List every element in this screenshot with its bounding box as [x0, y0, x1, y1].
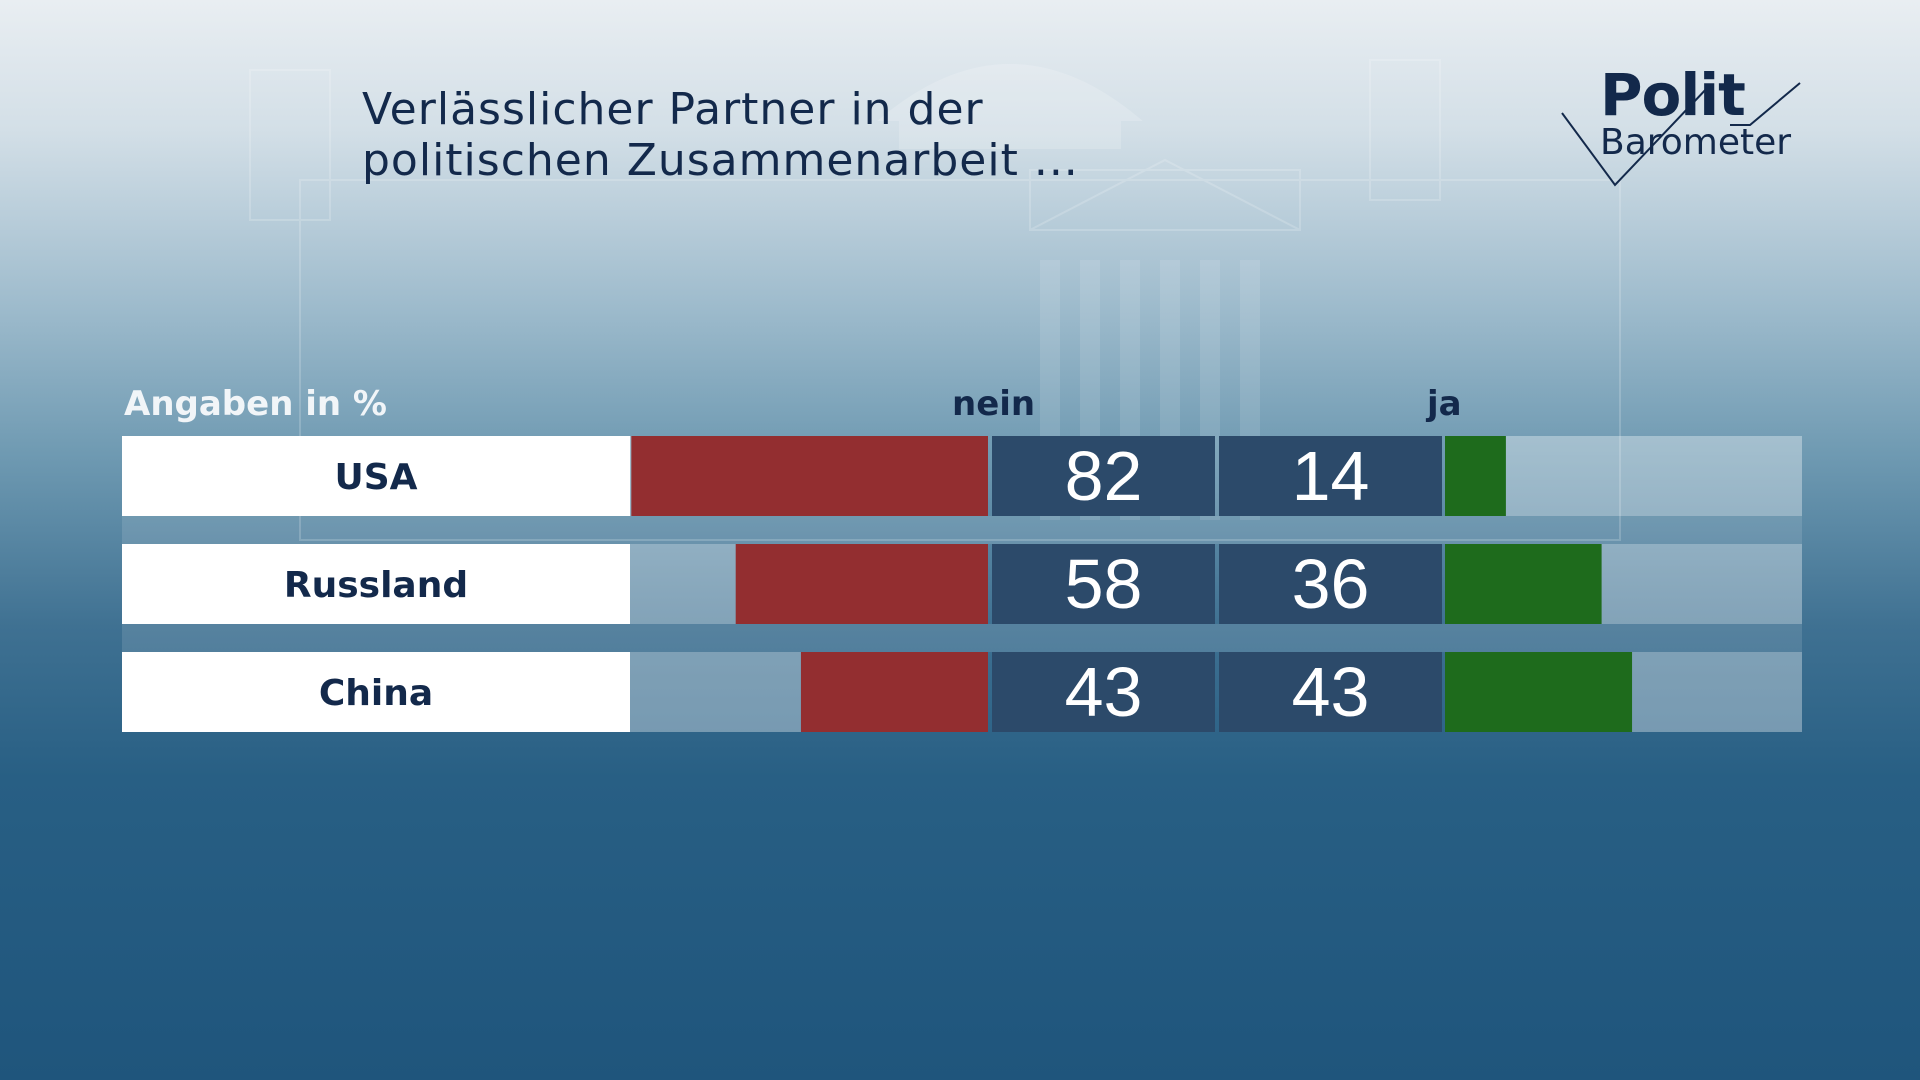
- value-box-ja: [1219, 652, 1442, 732]
- bar-ja: [1445, 436, 1506, 516]
- category-label: Russland: [284, 565, 468, 606]
- data-label-ja: 14: [1292, 437, 1370, 515]
- data-label-ja: 36: [1292, 545, 1370, 623]
- category-label-box: [122, 436, 630, 516]
- title-line-1: Verlässlicher Partner in der: [362, 84, 984, 135]
- category-label: China: [319, 673, 433, 714]
- bar-ja: [1445, 544, 1602, 624]
- category-label: USA: [334, 457, 417, 498]
- value-box-nein: [992, 436, 1215, 516]
- category-label-box: [122, 652, 630, 732]
- checkmark-icon: [1561, 82, 1801, 187]
- politbarometer-logo: Polit Barometer: [1560, 65, 1810, 190]
- bar-nein: [631, 436, 988, 516]
- chart-title: Verlässlicher Partner in der politischen…: [362, 84, 1079, 186]
- logo-word-barometer: Barometer: [1600, 122, 1792, 163]
- data-label-nein: 82: [1065, 437, 1143, 515]
- value-box-nein: [992, 652, 1215, 732]
- unit-label: Angaben in %: [124, 384, 388, 424]
- value-box-nein: [992, 544, 1215, 624]
- category-label-box: [122, 544, 630, 624]
- value-box-ja: [1219, 544, 1442, 624]
- legend-ja: ja: [1427, 384, 1462, 424]
- logo-word-polit: Polit: [1600, 61, 1746, 129]
- title-line-2: politischen Zusammenarbeit ...: [362, 135, 1079, 186]
- row-separator: [122, 516, 1802, 544]
- bar-nein: [735, 544, 988, 624]
- legend-nein: nein: [952, 384, 1036, 424]
- bar-nein: [800, 652, 988, 732]
- bar-ja: [1445, 652, 1633, 732]
- row-separator: [122, 624, 1802, 652]
- value-box-ja: [1219, 436, 1442, 516]
- data-label-nein: 43: [1065, 653, 1143, 731]
- data-label-ja: 43: [1292, 653, 1370, 731]
- data-label-nein: 58: [1065, 545, 1143, 623]
